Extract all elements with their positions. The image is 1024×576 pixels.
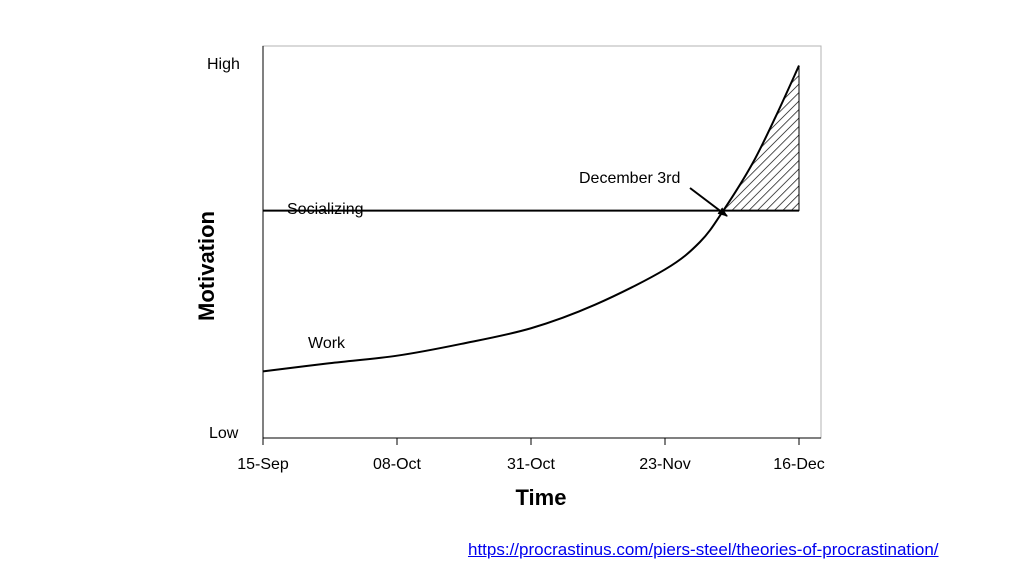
work-line <box>262 65 800 373</box>
series-label-work: Work <box>308 335 346 352</box>
x-axis-label: Time <box>516 485 567 510</box>
source-link[interactable]: https://procrastinus.com/piers-steel/the… <box>468 540 939 559</box>
x-tick-label: 31-Oct <box>507 456 556 473</box>
series-label-socializing: Socializing <box>287 201 363 218</box>
series-layer <box>262 65 800 373</box>
annotation-label: December 3rd <box>579 170 680 187</box>
x-tick-label: 08-Oct <box>373 456 422 473</box>
y-tick-low: Low <box>209 425 239 442</box>
y-axis-label: Motivation <box>194 211 219 321</box>
x-tick-label: 15-Sep <box>237 456 289 473</box>
x-ticks: 15-Sep 08-Oct 31-Oct 23-Nov 16-Dec <box>237 438 825 473</box>
x-tick-label: 23-Nov <box>639 456 691 473</box>
x-tick-label: 16-Dec <box>773 456 825 473</box>
plot-frame <box>262 45 822 439</box>
annotation-arrow <box>689 187 728 217</box>
y-tick-high: High <box>207 56 240 73</box>
